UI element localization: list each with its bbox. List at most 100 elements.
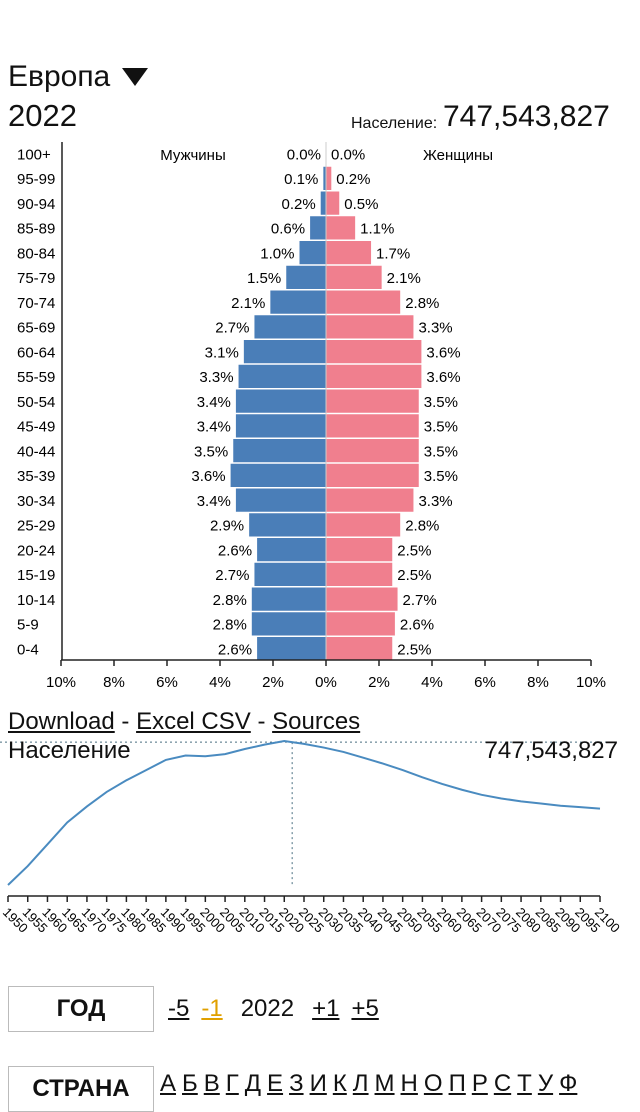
bar-label-men: 0.6% [271,221,305,238]
bar-women [326,191,340,215]
region-name[interactable]: Европа [8,60,111,93]
country-letter-link[interactable]: Н [400,1070,418,1097]
bar-women [326,587,398,611]
bar-label-women: 3.5% [424,394,458,411]
country-letter-link[interactable]: К [332,1070,347,1097]
bar-label-men: 3.4% [197,394,231,411]
country-letter-link[interactable]: Л [352,1070,369,1097]
bar-label-women: 3.6% [426,369,460,386]
bar-women [326,439,419,463]
year-plus1-link[interactable]: +1 [312,995,340,1022]
sources-link[interactable]: Sources [272,708,361,735]
bar-men [230,463,326,487]
bar-label-women: 1.7% [376,245,410,262]
series-label-women: Женщины [423,147,493,164]
population-trend-chart: 1950195519601965197019751980198519901995… [0,739,623,936]
x-tick-label: 10% [576,674,606,691]
excel-csv-link[interactable]: Excel CSV [136,708,251,735]
country-letter-link[interactable]: Ф [559,1070,578,1097]
age-group-label: 0-4 [17,641,39,658]
separator: - [121,708,130,735]
bar-label-women: 3.3% [418,320,452,337]
bar-label-men: 3.4% [197,419,231,436]
download-links: Download - Excel CSV - Sources [8,708,360,736]
country-letter-link[interactable]: О [423,1070,443,1097]
age-group-label: 90-94 [17,196,55,213]
region-selector[interactable]: Европа [8,60,149,94]
bar-label-men: 2.6% [218,542,252,559]
bar-women [326,463,419,487]
country-letter-link[interactable]: Б [182,1070,198,1097]
bar-men [257,538,326,562]
age-group-label: 5-9 [17,617,39,634]
country-letter-link[interactable]: С [493,1070,512,1097]
population-pyramid-chart: Мужчины Женщины 100+ 0.0% 0.0% 95-99 0.1% 0.2% 9… [17,142,606,691]
country-letter-link[interactable]: В [203,1070,220,1097]
country-letter-link[interactable]: М [374,1070,395,1097]
bar-label-men: 3.1% [205,344,239,361]
bar-men [323,166,326,190]
bar-men [235,414,326,438]
trend-label: Население [8,737,131,764]
x-tick-label: 6% [474,674,496,691]
age-group-label: 80-84 [17,245,55,262]
x-tick-label: 2% [368,674,390,691]
country-letter-link[interactable]: Д [244,1070,262,1097]
country-letter-link[interactable]: Е [267,1070,284,1097]
country-letter-link[interactable]: Т [517,1070,532,1097]
bar-men [310,216,326,240]
bar-women [326,513,401,537]
bar-label-women: 0.0% [331,146,365,163]
year-minus1-link[interactable]: -1 [201,995,223,1022]
bar-label-men: 2.9% [210,518,244,535]
bar-label-men: 3.3% [199,369,233,386]
country-letter-link[interactable]: Р [471,1070,488,1097]
bar-label-women: 0.2% [336,171,370,188]
age-group-label: 25-29 [17,518,55,535]
bar-women [326,216,356,240]
age-group-label: 20-24 [17,542,55,559]
bar-women [326,538,393,562]
bar-label-women: 2.5% [397,567,431,584]
bar-label-men: 2.7% [215,320,249,337]
country-letter-link[interactable]: З [289,1070,304,1097]
bar-label-women: 3.5% [424,468,458,485]
bar-label-women: 2.5% [397,542,431,559]
country-button[interactable]: СТРАНА [8,1066,154,1112]
bar-women [326,488,414,512]
bar-men [251,587,326,611]
country-letter-link[interactable]: П [448,1070,466,1097]
download-link[interactable]: Download [8,708,115,735]
bar-label-women: 0.5% [344,196,378,213]
country-letter-link[interactable]: И [309,1070,327,1097]
country-letter-link[interactable]: У [537,1070,554,1097]
age-group-label: 85-89 [17,221,55,238]
bar-women [326,637,393,661]
bar-women [326,612,395,636]
bar-label-men: 3.6% [191,468,225,485]
country-letter-link[interactable]: Г [225,1070,239,1097]
bar-women [326,340,422,364]
bar-men [270,290,326,314]
bar-women [326,414,419,438]
bar-label-women: 3.3% [418,493,452,510]
bar-men [235,389,326,413]
year-plus5-link[interactable]: +5 [351,995,379,1022]
bar-label-women: 3.6% [426,344,460,361]
age-group-label: 50-54 [17,394,55,411]
bar-label-men: 1.5% [247,270,281,287]
dropdown-triangle-icon[interactable] [122,68,149,86]
year-navigation: -5 -1 2022 +1 +5 [168,995,379,1023]
bar-women [326,389,419,413]
series-label-men: Мужчины [160,147,225,164]
bar-label-men: 0.0% [287,146,321,163]
year-minus5-link[interactable]: -5 [168,995,190,1022]
country-letter-link[interactable]: А [160,1070,177,1097]
bar-men [238,364,326,388]
bar-men [299,241,326,265]
x-tick-label: 4% [421,674,443,691]
bar-label-women: 1.1% [360,221,394,238]
separator: - [257,708,266,735]
year-button[interactable]: ГОД [8,986,154,1032]
bar-label-women: 2.6% [400,617,434,634]
